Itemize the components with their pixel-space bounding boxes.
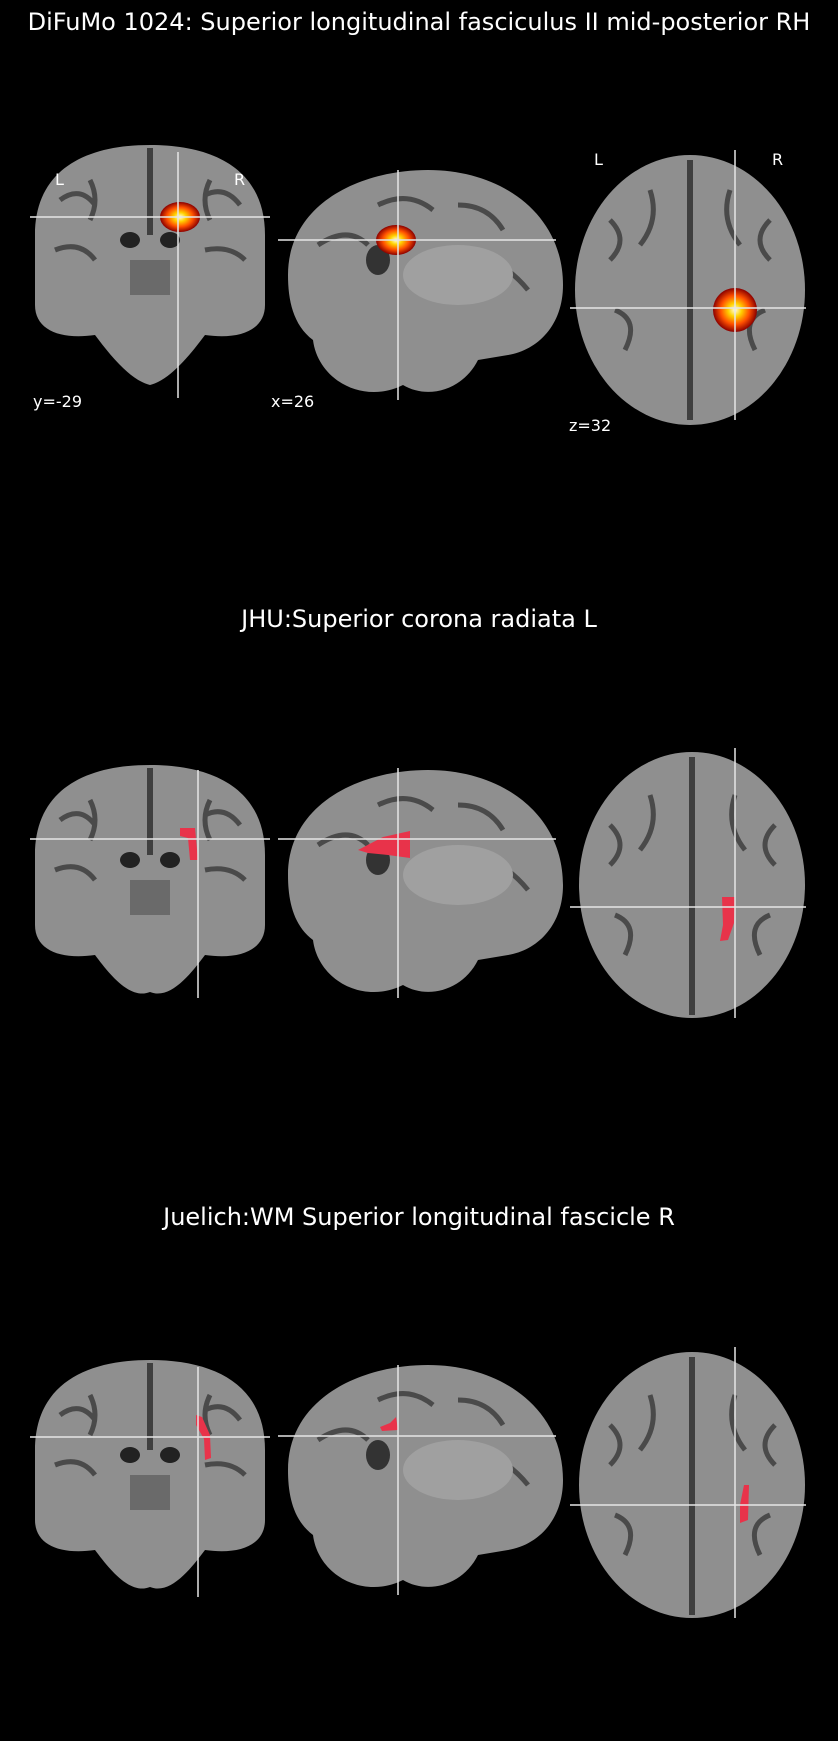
coord-label-z: z=32 xyxy=(569,416,612,435)
coord-label-y: y=-29 xyxy=(33,392,83,411)
overlay-mask xyxy=(380,1417,398,1431)
sagittal-slice xyxy=(278,765,568,1005)
orientation-label-right-axial: R xyxy=(772,150,784,169)
axial-slice xyxy=(570,1345,810,1620)
overlay-mask xyxy=(358,831,410,858)
coord-label-x: x=26 xyxy=(271,392,315,411)
panel-title-difumo: DiFuMo 1024: Superior longitudinal fasci… xyxy=(27,8,811,36)
coronal-slice xyxy=(30,1355,270,1600)
orientation-label-left: L xyxy=(55,170,64,189)
orientation-label-left-axial: L xyxy=(594,150,603,169)
coronal-slice xyxy=(30,140,270,400)
overlay-mask xyxy=(180,828,198,860)
axial-slice xyxy=(570,140,810,430)
axial-slice xyxy=(570,745,810,1020)
panel-title-jhu: JHU:Superior corona radiata L xyxy=(241,605,597,633)
orientation-label-right: R xyxy=(234,170,246,189)
overlay-mask xyxy=(720,897,735,941)
panel-title-juelich: Juelich:WM Superior longitudinal fascicl… xyxy=(163,1203,675,1231)
sagittal-slice xyxy=(278,1360,568,1600)
coronal-slice xyxy=(30,760,270,1000)
sagittal-slice xyxy=(278,165,568,405)
overlay-mask xyxy=(740,1485,749,1523)
